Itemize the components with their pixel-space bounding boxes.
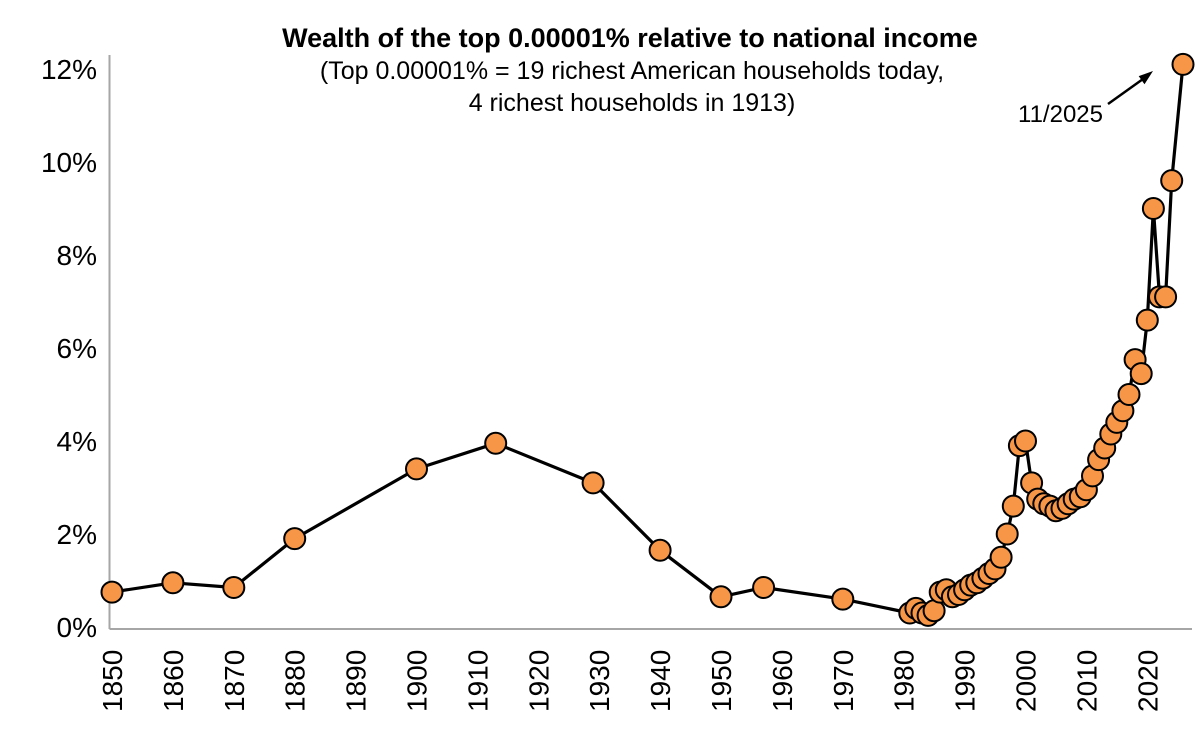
data-point [405, 457, 428, 481]
data-point [648, 538, 672, 562]
data-point [161, 571, 185, 595]
x-tick-label: 1920 [523, 650, 554, 712]
data-point [581, 471, 605, 495]
y-tick-label: 8% [57, 240, 97, 271]
data-point [831, 587, 855, 611]
data-point [1160, 169, 1184, 193]
x-tick-label: 1900 [402, 650, 433, 712]
chart-title: Wealth of the top 0.00001% relative to n… [282, 23, 978, 53]
y-tick-label: 4% [57, 426, 97, 457]
x-tick-label: 1980 [889, 650, 920, 712]
y-axis-tick-labels: 0% 2% 4% 6% 8% 10% 12% [41, 54, 97, 643]
data-point [752, 576, 776, 599]
data-point [222, 576, 246, 599]
y-tick-label: 0% [57, 612, 97, 643]
x-tick-label: 1910 [462, 650, 493, 712]
data-point [283, 527, 307, 551]
chart-subtitle-line2: 4 richest households in 1913) [469, 89, 796, 117]
data-point [1117, 383, 1141, 406]
data-point [1001, 494, 1025, 518]
y-tick-label: 12% [41, 54, 97, 85]
series-line [111, 64, 1185, 618]
data-point [484, 431, 508, 455]
x-tick-label: 2000 [1011, 650, 1042, 712]
x-tick-label: 1860 [158, 650, 189, 712]
data-point [1171, 52, 1195, 76]
x-tick-label: 1870 [219, 650, 250, 712]
x-tick-label: 1960 [767, 650, 798, 712]
x-tick-label: 1930 [584, 650, 615, 712]
x-tick-label: 1880 [280, 650, 311, 712]
chart-subtitle-line1: (Top 0.00001% = 19 richest American hous… [320, 57, 944, 85]
data-point [995, 522, 1019, 546]
x-tick-label: 1950 [706, 650, 737, 712]
data-point [1129, 362, 1153, 386]
x-tick-label: 2020 [1132, 650, 1163, 712]
data-point [100, 580, 124, 604]
annotation-label: 11/2025 [1018, 101, 1103, 128]
data-point [989, 545, 1013, 569]
x-tick-label: 2010 [1071, 650, 1102, 712]
data-point [1141, 197, 1165, 220]
data-point [1014, 429, 1037, 453]
x-tick-label: 1890 [341, 650, 372, 712]
data-point [1135, 308, 1159, 332]
x-tick-label: 1850 [97, 650, 128, 712]
data-point [709, 585, 733, 609]
x-axis-tick-labels: 1850 1860 1870 1880 1890 1900 1910 1920 1930 1940… [97, 650, 1163, 712]
x-tick-label: 1970 [828, 650, 859, 712]
x-tick-label: 1990 [950, 650, 981, 712]
y-tick-label: 2% [57, 519, 97, 550]
y-tick-label: 10% [41, 147, 97, 178]
annotation-arrow [1107, 71, 1153, 106]
y-tick-label: 6% [57, 333, 97, 364]
data-point [1154, 285, 1178, 309]
x-tick-label: 1940 [645, 650, 676, 712]
data-series [100, 52, 1195, 627]
